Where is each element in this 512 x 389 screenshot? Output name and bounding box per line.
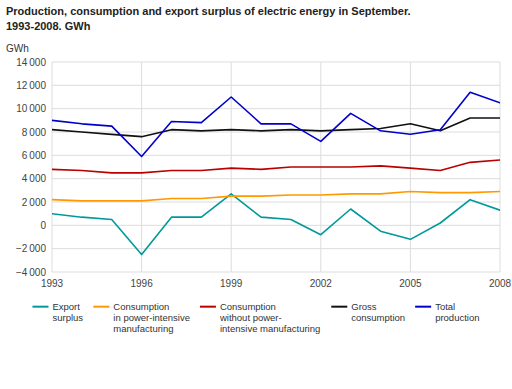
y-grid-line [52, 178, 500, 179]
y-tick-label: 2 000 [22, 197, 47, 208]
x-grid-line [141, 62, 142, 272]
x-grid-line [500, 62, 501, 272]
y-tick-label: 12 000 [16, 80, 46, 91]
y-grid-line [52, 225, 500, 226]
series-line [52, 160, 500, 173]
legend-swatch [93, 306, 109, 308]
legend-label: Grossconsumption [351, 301, 405, 323]
legend-item: Grossconsumption [331, 301, 405, 323]
x-tick-label: 2002 [310, 278, 333, 289]
x-tick-label: 1993 [41, 278, 64, 289]
y-axis-label: GWh [6, 43, 29, 54]
y-grid-line [52, 85, 500, 86]
x-tick-label: 2008 [489, 278, 512, 289]
y-tick-label: 8 000 [22, 127, 47, 138]
legend-item: Consumptionin power-intensivemanufacturi… [93, 301, 190, 334]
y-grid-line [52, 248, 500, 249]
y-tick-label: 14 000 [16, 57, 46, 68]
axes: −4 000 −2 000 0 2 000 4 000 6 000 8 000 10 000 1… [16, 57, 512, 290]
y-tick-label: −4 000 [16, 267, 47, 278]
y-grid-line [52, 108, 500, 109]
title: Production, consumption and export surpl… [6, 5, 411, 17]
series-line [52, 194, 500, 255]
legend-item: Exportsurplus [32, 301, 83, 323]
x-tick-label: 1999 [220, 278, 243, 289]
legend-swatch [415, 306, 431, 308]
y-tick-label: −2 000 [16, 243, 47, 254]
y-tick-label: 0 [40, 220, 46, 231]
legend-label: Consumptionin power-intensivemanufacturi… [113, 301, 190, 334]
y-grid-line [52, 202, 500, 203]
legend-item: Consumptionwithout power-intensive manuf… [200, 301, 320, 334]
subtitle: 1993-2008. GWh [6, 20, 91, 32]
y-grid-line [52, 155, 500, 156]
legend-label: Totalproduction [435, 301, 479, 323]
x-grid-line [410, 62, 411, 272]
x-grid-line [231, 62, 232, 272]
legend-item: Totalproduction [415, 301, 479, 323]
y-tick-label: 4 000 [22, 173, 47, 184]
x-tick-label: 1996 [130, 278, 153, 289]
grid [52, 62, 500, 272]
x-tick-label: 2005 [399, 278, 422, 289]
legend: Exportsurplus Consumptionin power-intensi… [32, 301, 479, 334]
series-line [52, 192, 500, 201]
series-line [52, 92, 500, 156]
y-grid-line [52, 272, 500, 273]
legend-swatch [32, 306, 48, 308]
y-tick-label: 10 000 [16, 103, 46, 114]
y-grid-line [52, 62, 500, 63]
y-tick-label: 6 000 [22, 150, 47, 161]
plot-area [52, 92, 500, 254]
legend-label: Exportsurplus [52, 301, 83, 323]
legend-label: Consumptionwithout power-intensive manuf… [219, 301, 320, 334]
x-grid-line [52, 62, 53, 272]
chart: Production, consumption and export surpl… [0, 0, 512, 389]
y-grid-line [52, 132, 500, 133]
legend-swatch [331, 306, 347, 308]
legend-swatch [200, 306, 216, 308]
